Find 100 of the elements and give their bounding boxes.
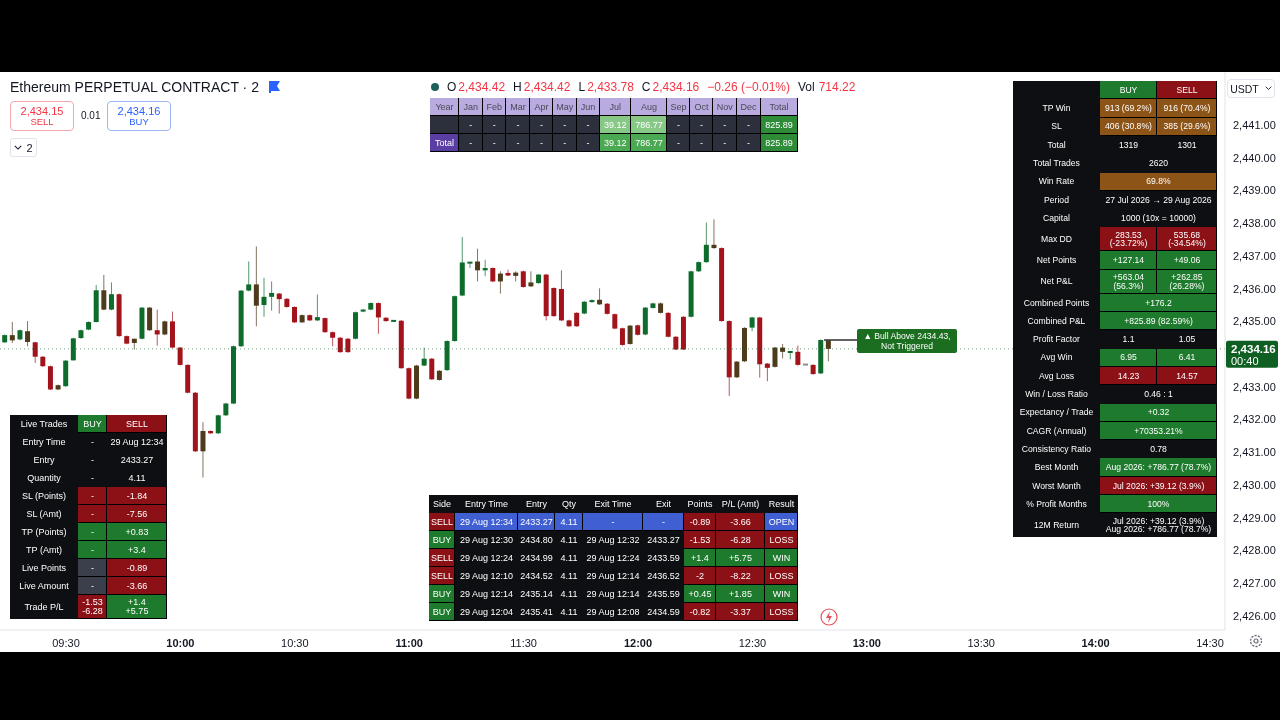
annotation: 2434.59 [647,606,680,617]
annotation: -1.84 [126,490,148,501]
annotation: 4.11 [560,570,578,581]
annotation: 100% [1147,498,1170,509]
annotation: +127.14 [1112,255,1145,266]
annotation: Net Points [1036,255,1077,266]
annotation: 29 Aug 12:14 [586,570,640,581]
annotation: 6.95 [1120,352,1137,363]
annotation: 283.53 [1115,229,1142,240]
annotation: - [91,436,94,447]
y-tick-label: 2,435.00 [1233,315,1276,328]
annotation: (56.3%) [1113,280,1144,291]
annotation: BUY [432,534,452,545]
annotation: -8.22 [730,570,751,581]
annotation: - [540,137,543,148]
annotation: - [563,137,567,148]
annotation: TP Win [1042,103,1071,114]
annotation: -3.66 [730,516,751,527]
annotation: SELL [1176,84,1198,95]
annotation: 27 Jul 2026 → 29 Aug 2026 [1105,194,1212,205]
annotation: - [91,580,94,591]
annotation: 29 Aug 12:32 [586,534,640,545]
annotation: LOSS [769,534,794,545]
annotation: 786.77 [635,137,663,148]
annotation: 6.41 [1178,352,1196,363]
annotation: 2434.52 [520,570,553,581]
annotation: Aug 2026: +786.77 (78.7%) [1105,524,1212,535]
y-tick-label: 2,433.00 [1233,380,1276,393]
y-tick-label: 2,439.00 [1233,184,1276,197]
annotation: Consistency Ratio [1021,443,1092,454]
annotation: - [723,137,727,148]
annotation: +563.04 [1112,272,1145,283]
annotation: -3.37 [730,606,751,617]
annotation: Aug 2026: +786.77 (78.7%) [1105,462,1212,473]
annotation: - [492,119,496,130]
annotation: Quantity [27,472,61,483]
y-tick-label: 2,431.00 [1233,446,1276,459]
annotation: 1301 [1177,139,1197,150]
annotation: 2433.27 [647,534,680,545]
annotation: 29 Aug 12:14 [586,588,640,599]
annotation: BUY [1119,84,1138,95]
annotation: Year [435,101,454,112]
annotation: +0.45 [688,588,712,599]
annotation: 2 [26,141,33,154]
annotation: Jan [463,101,478,112]
annotation: 29 Aug 12:14 [459,588,514,599]
y-tick-label: 2,440.00 [1233,151,1276,164]
annotation: TP (Amt) [26,544,62,555]
annotation: 2435.41 [520,606,553,617]
annotation: LOSS [769,570,794,581]
annotation: - [91,544,94,555]
annotation: 916 (70.4%) [1163,103,1211,114]
annotation: +3.4 [128,544,146,555]
x-tick-label: 10:00 [166,637,195,649]
annotation: LOSS [769,606,794,617]
annotation: 1319 [1118,139,1139,150]
annotation: 4.11 [560,516,578,527]
annotation: - [91,472,94,483]
annotation: -7.56 [126,508,148,519]
annotation: 825.89 [765,119,793,130]
annotation: (-34.54%) [1168,238,1206,249]
annotation: (-23.72%) [1109,238,1148,249]
annotation: Sep [670,101,687,112]
annotation: -1.53 [82,597,103,607]
annotation: +262.85 [1171,272,1203,283]
annotation: Jul [609,101,621,112]
annotation: 2,434.42 [458,80,506,94]
annotation: 29 Aug 12:10 [459,570,514,581]
annotation: 2620 [1148,158,1169,169]
annotation: - [700,119,703,130]
annotation: 1.1 [1122,334,1135,345]
annotation: 2434.99 [520,552,553,563]
annotation: Total [434,137,454,148]
x-tick-label: 13:00 [852,637,881,649]
annotation: Oct [694,101,709,112]
annotation: 2433.27 [520,516,553,527]
annotation: 2,434.16 [117,104,161,117]
annotation: - [469,119,473,130]
y-tick-label: 2,432.00 [1233,413,1276,426]
annotation: 4.11 [128,472,146,483]
annotation: Win Rate [1038,176,1075,187]
annotation: 12M Return [1034,520,1079,530]
annotation: Mar [510,101,526,112]
annotation: 2,433.78 [587,80,634,94]
annotation: 69.8% [1146,176,1171,187]
annotation: SELL [430,552,454,563]
annotation: TP (Points) [21,526,67,537]
annotation: 29 Aug 12:30 [459,534,514,545]
annotation: SELL [30,115,54,128]
annotation: - [91,454,94,465]
annotation: Nov [716,101,733,112]
annotation: C [641,80,651,94]
text: Ethereum PERPETUAL CONTRACT · 2 [10,79,259,95]
annotation: 2434.80 [520,534,553,545]
annotation: Net P&L [1040,276,1073,287]
annotation: Avg Loss [1038,370,1075,381]
annotation: - [611,516,615,527]
annotation: BUY [432,606,452,617]
y-tick-label: 2,441.00 [1233,118,1276,131]
annotation: Total [769,101,789,112]
